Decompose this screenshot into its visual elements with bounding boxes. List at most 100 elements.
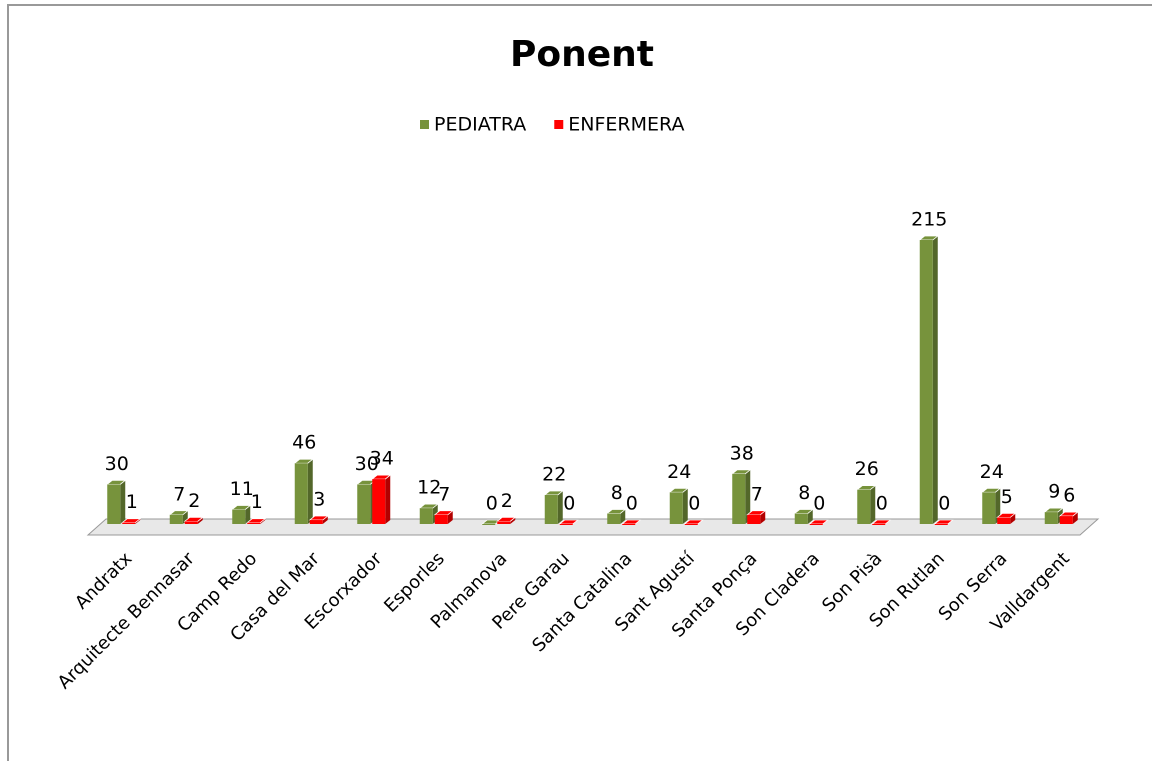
bar-front [419, 508, 433, 524]
data-label: 6 [1063, 485, 1075, 507]
data-label: 7 [438, 483, 450, 505]
bar-side [322, 516, 328, 524]
data-label: 9 [1048, 481, 1060, 503]
legend-label: PEDIATRA [434, 114, 526, 136]
data-label: 46 [292, 432, 316, 454]
legend-label: ENFERMERA [568, 114, 684, 136]
bar [121, 518, 142, 524]
bar [996, 512, 1017, 524]
bar-front [372, 479, 386, 524]
bar-side [1072, 512, 1078, 524]
data-label: 7 [751, 483, 763, 505]
bar [746, 510, 767, 524]
data-label: 5 [1001, 486, 1013, 508]
data-label: 11 [230, 478, 254, 500]
bar [1058, 511, 1079, 524]
data-label: 0 [563, 493, 575, 515]
bar-front [607, 513, 621, 524]
bar-front [169, 514, 183, 524]
bar-front [732, 473, 746, 524]
bar [308, 515, 329, 524]
bar-front [934, 524, 948, 525]
bar-side [245, 505, 251, 524]
bar [808, 519, 829, 525]
data-label: 12 [417, 477, 441, 499]
bar-front [622, 524, 636, 525]
bar-front [559, 524, 573, 525]
bar-side [197, 517, 203, 524]
bar-side [870, 485, 876, 524]
bar-front [247, 522, 261, 524]
data-label: 30 [105, 453, 129, 475]
data-label: 215 [911, 209, 947, 231]
bar [856, 485, 877, 524]
bar [558, 519, 579, 525]
bar [293, 458, 314, 524]
bar [871, 519, 892, 525]
bar-side [120, 480, 126, 524]
bar-front [184, 521, 198, 524]
bar [231, 505, 252, 524]
bar [168, 510, 189, 524]
bar-front [997, 517, 1011, 524]
data-label: 0 [813, 493, 825, 515]
bar [246, 518, 267, 524]
bar [981, 487, 1002, 524]
bar-side [745, 469, 751, 524]
data-label: 24 [667, 461, 691, 483]
data-label: 38 [730, 442, 754, 464]
bar [606, 509, 627, 524]
bar-front [872, 524, 886, 525]
data-label: 24 [980, 461, 1004, 483]
data-label: 30 [355, 453, 379, 475]
bar [371, 474, 392, 524]
bar-front [232, 509, 246, 524]
legend-swatch [554, 120, 564, 129]
data-label: 22 [542, 463, 566, 485]
data-label: 7 [173, 483, 185, 505]
data-label: 0 [876, 493, 888, 515]
bar-front [1044, 512, 1058, 524]
bar-front [434, 514, 448, 524]
data-label: 3 [313, 489, 325, 511]
data-label: 0 [688, 493, 700, 515]
bar-front [747, 514, 761, 524]
legend-swatch [420, 120, 429, 129]
frame [7, 4, 1152, 761]
bar-front [809, 524, 823, 525]
x-tick-label: Andratx [71, 548, 137, 614]
bar-front [982, 492, 996, 524]
bar [731, 469, 752, 524]
bar-front [1059, 516, 1073, 524]
bar [543, 490, 564, 524]
bar-front [309, 520, 323, 524]
bar [433, 510, 454, 524]
data-label: 26 [855, 458, 879, 480]
bar [621, 519, 642, 525]
floor [86, 518, 1100, 536]
data-label: 2 [501, 490, 513, 512]
data-label: 0 [626, 493, 638, 515]
bar-side [510, 517, 516, 524]
bar-side [620, 509, 626, 524]
data-label: 0 [486, 493, 498, 515]
bar-front [669, 492, 683, 524]
data-label: 8 [611, 482, 623, 504]
chart-title: Ponent [510, 34, 654, 75]
bar-side [307, 459, 313, 524]
bar-front [107, 484, 121, 524]
data-label: 1 [251, 491, 263, 513]
bar-front [294, 463, 308, 524]
bar-front [794, 513, 808, 524]
bar [496, 516, 517, 524]
bar-side [995, 488, 1001, 524]
bar-side [682, 488, 688, 524]
bar-front [357, 484, 371, 524]
data-label: 2 [188, 490, 200, 512]
bar-front [122, 522, 136, 524]
bar [668, 487, 689, 524]
bar-front [497, 521, 511, 524]
bar [106, 479, 127, 524]
data-label: 1 [126, 491, 138, 513]
